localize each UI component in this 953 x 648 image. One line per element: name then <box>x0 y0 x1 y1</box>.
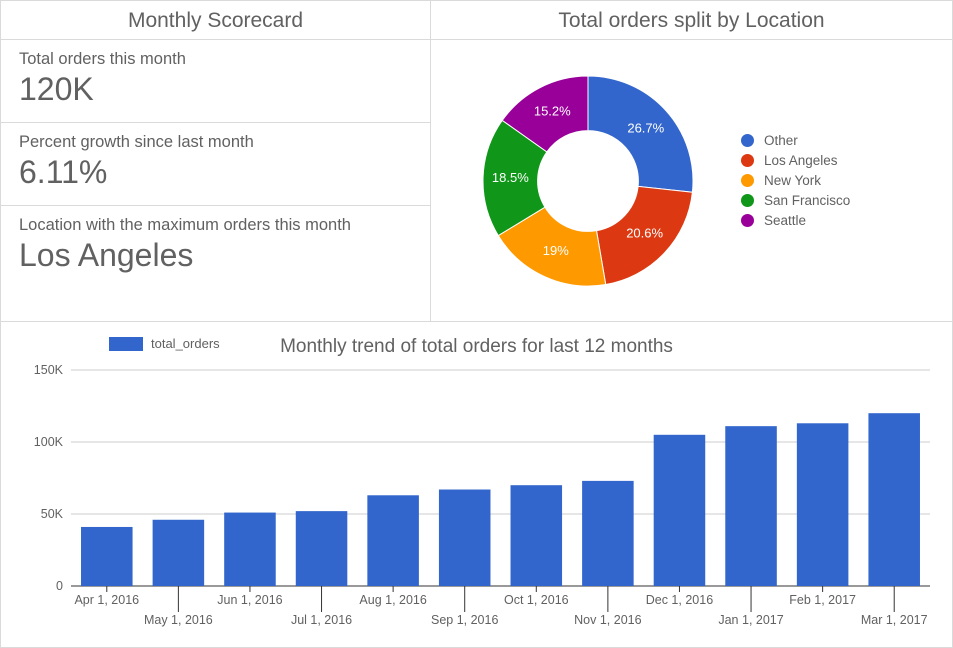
x-tick-label: Jan 1, 2017 <box>718 613 783 627</box>
donut-slice-label: 19% <box>543 243 569 258</box>
y-tick-label: 50K <box>41 507 64 521</box>
x-tick-label: Oct 1, 2016 <box>504 593 569 607</box>
legend-swatch <box>741 174 754 187</box>
bar-title: Monthly trend of total orders for last 1… <box>280 336 673 358</box>
x-tick-label: Mar 1, 2017 <box>861 613 928 627</box>
x-tick-label: Apr 1, 2016 <box>74 593 139 607</box>
x-tick-label: Feb 1, 2017 <box>789 593 856 607</box>
legend-item: Los Angeles <box>741 153 940 168</box>
legend-label: San Francisco <box>764 193 850 208</box>
legend-swatch <box>741 214 754 227</box>
bar <box>439 490 491 586</box>
score-card: Location with the maximum orders this mo… <box>1 206 430 288</box>
score-card-value: 120K <box>19 71 412 108</box>
score-card-value: 6.11% <box>19 154 412 191</box>
score-card: Total orders this month 120K <box>1 40 430 123</box>
bar <box>725 426 777 586</box>
y-tick-label: 0 <box>56 579 63 593</box>
y-tick-label: 150K <box>34 363 64 377</box>
legend-item: New York <box>741 173 940 188</box>
legend-item: Other <box>741 133 940 148</box>
legend-item: Seattle <box>741 213 940 228</box>
bar <box>582 481 634 586</box>
legend-swatch <box>741 154 754 167</box>
x-tick-label: Dec 1, 2016 <box>646 593 713 607</box>
donut-slice-label: 18.5% <box>492 169 529 184</box>
score-card: Percent growth since last month 6.11% <box>1 123 430 206</box>
x-tick-label: Aug 1, 2016 <box>359 593 426 607</box>
bar <box>153 520 205 586</box>
legend-label: Los Angeles <box>764 153 838 168</box>
x-tick-label: May 1, 2016 <box>144 613 213 627</box>
donut-slice-label: 15.2% <box>534 103 571 118</box>
y-tick-label: 100K <box>34 435 64 449</box>
legend-swatch <box>741 134 754 147</box>
x-tick-label: Jul 1, 2016 <box>291 613 352 627</box>
donut-chart: 26.7% 20.6% 19% 18.5% 15.2% <box>443 51 733 311</box>
x-tick-label: Jun 1, 2016 <box>217 593 282 607</box>
bar <box>224 513 276 586</box>
scorecard-list: Total orders this month 120K Percent growt… <box>1 40 430 288</box>
score-card-label: Total orders this month <box>19 50 412 69</box>
pie-panel: Total orders split by Location 26.7% 20.6… <box>431 1 952 321</box>
legend-item: San Francisco <box>741 193 940 208</box>
legend-label: New York <box>764 173 821 188</box>
legend-label: Seattle <box>764 213 806 228</box>
bar-header: Monthly trend of total orders for last 1… <box>1 336 952 358</box>
x-tick-label: Nov 1, 2016 <box>574 613 641 627</box>
pie-body: 26.7% 20.6% 19% 18.5% 15.2% Other Los Angeles… <box>431 40 952 321</box>
top-row: Monthly Scorecard Total orders this mont… <box>1 1 952 321</box>
score-card-value: Los Angeles <box>19 237 412 274</box>
bar <box>868 413 920 586</box>
bar-chart: 0 50K 100K 150K Apr 1, 2016 May 1, 2016 Jun 1,… <box>11 362 942 643</box>
pie-title: Total orders split by Location <box>431 1 952 40</box>
score-card-label: Location with the maximum orders this mo… <box>19 216 412 235</box>
bar <box>654 435 706 586</box>
score-card-label: Percent growth since last month <box>19 133 412 152</box>
bar <box>367 495 419 586</box>
x-tick-label: Sep 1, 2016 <box>431 613 498 627</box>
legend-swatch <box>741 194 754 207</box>
donut-slice-label: 20.6% <box>626 225 663 240</box>
bar-panel: total_orders Monthly trend of total orde… <box>1 321 952 647</box>
donut-slice-label: 26.7% <box>627 120 664 135</box>
dashboard: Monthly Scorecard Total orders this mont… <box>0 0 953 648</box>
bar <box>797 423 849 586</box>
bar <box>296 511 348 586</box>
pie-legend: Other Los Angeles New York San Francisco Sea… <box>733 128 940 233</box>
scorecard-panel: Monthly Scorecard Total orders this mont… <box>1 1 431 321</box>
bar <box>511 485 563 586</box>
legend-label: Other <box>764 133 798 148</box>
bar <box>81 527 133 586</box>
scorecard-title: Monthly Scorecard <box>1 1 430 40</box>
